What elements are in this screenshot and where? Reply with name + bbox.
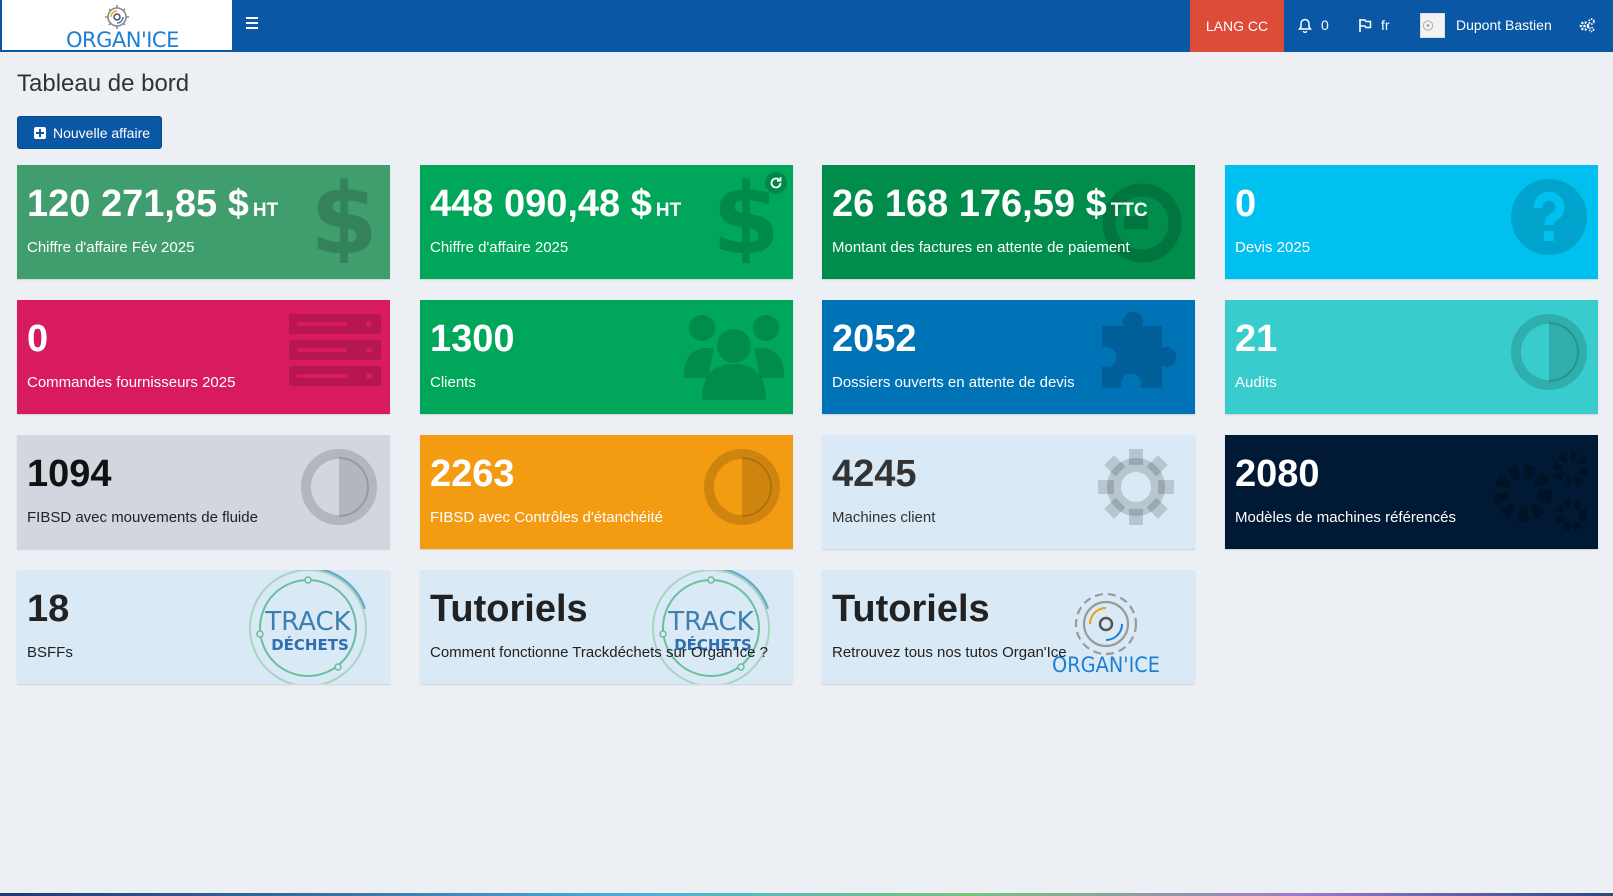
tile-label: BSFFs bbox=[27, 644, 73, 661]
bell-icon bbox=[1298, 18, 1312, 33]
app-logo[interactable]: ORGAN'ICE bbox=[2, 0, 232, 52]
tile-machine-models[interactable]: 2080 Modèles de machines référencés bbox=[1225, 435, 1598, 549]
tile-label: Retrouvez tous nos tutos Organ'Ice bbox=[832, 644, 1067, 661]
tile-value: 120 271,85 $ HT bbox=[27, 183, 279, 225]
tile-bsffs[interactable]: 18 BSFFs TRACK DÉCHETS bbox=[17, 570, 390, 684]
tile-label: Montant des factures en attente de paiem… bbox=[832, 239, 1130, 256]
gears-icon bbox=[1494, 451, 1589, 531]
dollar-icon: $ bbox=[310, 171, 378, 263]
trackdechets-logo: TRACK DÉCHETS bbox=[649, 570, 773, 684]
svg-text:TRACK: TRACK bbox=[667, 607, 754, 637]
tile-value: Tutoriels bbox=[832, 588, 990, 630]
tile-unpaid-invoices[interactable]: 26 168 176,59 $ TTC Montant des factures … bbox=[822, 165, 1195, 279]
tile-quotes[interactable]: 0 Devis 2025 bbox=[1225, 165, 1598, 279]
organice-logo: ORGAN'ICE bbox=[1052, 592, 1160, 677]
tile-value: 18 bbox=[27, 588, 70, 630]
gear-logo-icon bbox=[105, 5, 129, 29]
language-menu[interactable]: fr bbox=[1358, 0, 1390, 50]
notifications-menu[interactable]: 0 bbox=[1298, 0, 1329, 50]
tile-supplier-orders[interactable]: 0 Commandes fournisseurs 2025 bbox=[17, 300, 390, 414]
tile-audits[interactable]: 21 Audits bbox=[1225, 300, 1598, 414]
user-name: Dupont Bastien bbox=[1456, 17, 1552, 33]
users-icon bbox=[684, 315, 784, 400]
tile-fibsd-fluid[interactable]: 1094 FIBSD avec mouvements de fluide bbox=[17, 435, 390, 549]
tile-value: 2263 bbox=[430, 453, 515, 495]
new-affaire-button[interactable]: Nouvelle affaire bbox=[17, 116, 162, 149]
tile-tutorial-trackdechets[interactable]: Tutoriels TRACK DÉCHETS Comment fonction… bbox=[420, 570, 793, 684]
svg-text:ORGAN'ICE: ORGAN'ICE bbox=[1052, 653, 1160, 677]
page-title: Tableau de bord bbox=[17, 70, 190, 97]
top-navbar: ORGAN'ICE LANG CC 0 fr Dupont Bastien bbox=[0, 0, 1613, 52]
clock-icon bbox=[1102, 183, 1182, 263]
tile-ca-year[interactable]: 448 090,48 $ HT Chiffre d'affaire 2025 $ bbox=[420, 165, 793, 279]
half-circle-icon bbox=[1511, 314, 1587, 390]
tile-label: Devis 2025 bbox=[1235, 239, 1311, 256]
tile-label: Comment fonctionne Trackdéchets sur Orga… bbox=[430, 644, 769, 661]
tile-machines[interactable]: 4245 Machines client bbox=[822, 435, 1195, 549]
svg-text:DÉCHETS: DÉCHETS bbox=[674, 635, 752, 654]
tile-value: 0 bbox=[27, 318, 49, 360]
puzzle-icon bbox=[1102, 311, 1177, 388]
user-menu[interactable]: Dupont Bastien bbox=[1420, 0, 1552, 50]
notifications-count: 0 bbox=[1321, 17, 1329, 33]
bottom-gradient-bar bbox=[0, 893, 1613, 896]
tile-label: Audits bbox=[1235, 374, 1277, 391]
tile-value: 21 bbox=[1235, 318, 1278, 360]
plus-square-icon bbox=[34, 126, 46, 139]
tile-value: Tutoriels bbox=[430, 588, 588, 630]
lang-button[interactable]: LANG CC bbox=[1190, 0, 1284, 52]
tile-ca-month[interactable]: 120 271,85 $ HT Chiffre d'affaire Fév 202… bbox=[17, 165, 390, 279]
tile-label: Chiffre d'affaire Fév 2025 bbox=[27, 239, 195, 256]
tile-tutorial-organice[interactable]: Tutoriels ORGAN'ICE Retrouvez tous nos t… bbox=[822, 570, 1195, 684]
avatar bbox=[1420, 12, 1445, 38]
flag-icon bbox=[1359, 19, 1372, 32]
half-circle-icon bbox=[301, 449, 377, 525]
tile-fibsd-leak[interactable]: 2263 FIBSD avec Contrôles d'étanchéité bbox=[420, 435, 793, 549]
tile-label: FIBSD avec Contrôles d'étanchéité bbox=[430, 509, 663, 526]
logo-text: ORGAN'ICE bbox=[66, 28, 179, 52]
tile-label: Chiffre d'affaire 2025 bbox=[430, 239, 569, 256]
trackdechets-logo: TRACK DÉCHETS bbox=[246, 570, 370, 684]
gear-icon bbox=[1098, 449, 1174, 525]
new-affaire-label: Nouvelle affaire bbox=[53, 124, 151, 141]
svg-text:DÉCHETS: DÉCHETS bbox=[271, 635, 349, 654]
sidebar-toggle-button[interactable] bbox=[246, 17, 260, 31]
cogs-icon bbox=[1579, 18, 1595, 33]
tile-label: Clients bbox=[430, 374, 476, 391]
tile-clients[interactable]: 1300 Clients bbox=[420, 300, 793, 414]
half-circle-icon bbox=[704, 449, 780, 525]
tile-value: 0 bbox=[1235, 183, 1257, 225]
tile-value: 1094 bbox=[27, 453, 112, 495]
tile-value: 4245 bbox=[832, 453, 917, 495]
tile-label: Machines client bbox=[832, 509, 936, 526]
tile-value: 2080 bbox=[1235, 453, 1320, 495]
tile-label: Dossiers ouverts en attente de devis bbox=[832, 374, 1075, 391]
question-circle-icon bbox=[1511, 179, 1587, 255]
tile-value: 1300 bbox=[430, 318, 515, 360]
svg-text:TRACK: TRACK bbox=[264, 607, 351, 637]
user-avatar-icon bbox=[1422, 19, 1434, 31]
tile-value: 26 168 176,59 $ TTC bbox=[832, 183, 1148, 225]
server-icon bbox=[289, 314, 381, 386]
language-label: fr bbox=[1381, 17, 1390, 33]
tile-label: Commandes fournisseurs 2025 bbox=[27, 374, 236, 391]
settings-button[interactable] bbox=[1578, 0, 1605, 50]
tile-open-files[interactable]: 2052 Dossiers ouverts en attente de devi… bbox=[822, 300, 1195, 414]
refresh-icon[interactable] bbox=[764, 171, 788, 195]
svg-text:$: $ bbox=[310, 171, 378, 263]
tile-value: 448 090,48 $ HT bbox=[430, 183, 682, 225]
tile-label: Modèles de machines référencés bbox=[1235, 509, 1456, 526]
tile-value: 2052 bbox=[832, 318, 917, 360]
tile-label: FIBSD avec mouvements de fluide bbox=[27, 509, 258, 526]
